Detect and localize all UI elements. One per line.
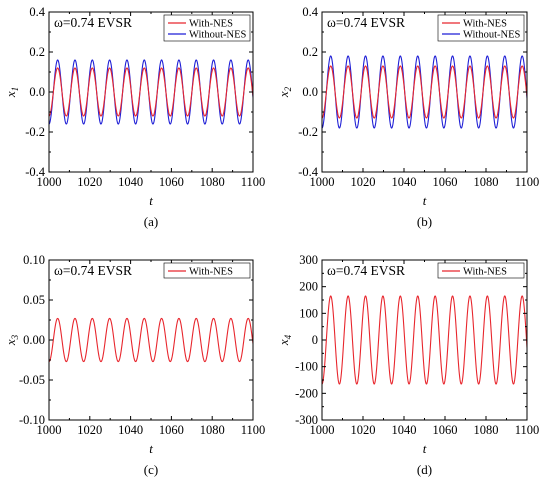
- y-tick-label: 0.2: [29, 45, 45, 59]
- x-axis-label: t: [149, 441, 153, 456]
- y-axis-label-main: x: [3, 339, 18, 346]
- legend-box: [163, 14, 251, 42]
- x-tick-label: 1040: [392, 423, 417, 437]
- legend-box: [437, 262, 525, 279]
- x-tick-label: 1000: [37, 423, 62, 437]
- x-axis-label: t: [149, 193, 153, 208]
- y-axis-label-subscript: 2: [283, 86, 293, 91]
- legend-label: With-NES: [189, 19, 233, 30]
- legend-label: With-NES: [189, 267, 233, 278]
- x-tick-label: 1000: [37, 175, 62, 189]
- y-tick-label: -0.2: [298, 125, 318, 139]
- y-tick-label: 0.05: [23, 293, 45, 307]
- y-tick-label: -0.4: [25, 165, 46, 179]
- x-tick-label: 1060: [159, 175, 184, 189]
- y-axis-label-subscript: 1: [10, 87, 20, 92]
- x-tick-label: 1040: [118, 175, 143, 189]
- chart-panel-4: 1000 1020 1040 1060 1080 11003002001000-100-2…: [276, 253, 539, 477]
- x-tick-label: 1080: [474, 175, 499, 189]
- y-tick-label: -0.10: [19, 413, 45, 427]
- x-tick-label: 1020: [77, 175, 102, 189]
- x-tick-label: 1020: [77, 423, 102, 437]
- y-tick-label: 0.00: [23, 333, 45, 347]
- legend-label: Without-NES: [463, 30, 520, 41]
- x-tick-label: 1060: [159, 423, 184, 437]
- legend-box: [437, 14, 525, 42]
- legend-label: With-NES: [463, 19, 507, 30]
- x-tick-label: 1100: [241, 175, 266, 189]
- y-axis-label: x2: [276, 86, 293, 98]
- y-tick-label: 0.0: [29, 85, 45, 99]
- x-tick-label: 1100: [515, 175, 540, 189]
- y-tick-label: -0.05: [19, 373, 45, 387]
- x-tick-label: 1020: [351, 423, 376, 437]
- y-axis-label: x3: [3, 334, 20, 346]
- x-tick-label: 1100: [515, 423, 540, 437]
- chart-annotation: ω=0.74 EVSR: [327, 15, 405, 30]
- x-tick-label: 1060: [433, 175, 458, 189]
- y-axis-label: x1: [3, 87, 20, 98]
- y-tick-label: 0: [312, 333, 318, 347]
- x-tick-label: 1000: [310, 423, 335, 437]
- legend-label: Without-NES: [189, 30, 246, 41]
- y-axis-label-main: x: [3, 91, 18, 98]
- y-tick-label: -300: [295, 413, 318, 427]
- series-line-with-nes: [49, 317, 253, 363]
- chart-annotation: ω=0.74 EVSR: [327, 263, 405, 278]
- y-axis-label-main: x: [276, 91, 291, 98]
- y-tick-label: 0.4: [29, 5, 45, 19]
- y-tick-label: -100: [295, 360, 318, 374]
- x-tick-label: 1020: [351, 175, 376, 189]
- y-axis-label-subscript: 3: [10, 334, 20, 340]
- y-tick-label: 100: [299, 306, 318, 320]
- x-tick-label: 1040: [118, 423, 143, 437]
- series-line-with-nes: [322, 295, 527, 385]
- y-axis-label-subscript: 4: [283, 334, 293, 339]
- x-axis-label: t: [423, 193, 427, 208]
- y-tick-label: -0.4: [298, 165, 319, 179]
- chart-panel-3: 1000 1020 1040 1060 1080 1100 0.10 0.05 0.00 -0.0…: [3, 253, 265, 477]
- y-tick-label: -200: [295, 386, 318, 400]
- x-tick-label: 1040: [392, 175, 417, 189]
- series-line-with-nes: [49, 67, 253, 117]
- y-tick-label: -0.2: [25, 125, 45, 139]
- x-tick-label: 1080: [200, 423, 225, 437]
- panel-caption: (d): [417, 462, 432, 477]
- x-tick-label: 1100: [241, 423, 266, 437]
- x-tick-label: 1060: [433, 423, 458, 437]
- panel-caption: (b): [417, 214, 432, 229]
- y-tick-label: 200: [299, 280, 318, 294]
- y-tick-label: 0.0: [302, 85, 318, 99]
- panel-caption: (a): [144, 214, 158, 229]
- chart-annotation: ω=0.74 EVSR: [54, 263, 132, 278]
- x-tick-label: 1080: [474, 423, 499, 437]
- y-tick-label: 300: [299, 253, 318, 267]
- y-tick-label: 0.10: [23, 253, 45, 267]
- chart-annotation: ω=0.74 EVSR: [54, 15, 132, 30]
- x-tick-label: 1080: [200, 175, 225, 189]
- chart-panel-1: 1000 1020 1040 1060 1080 1100 0.4 0.2 0.0 -0.2 -0.…: [3, 5, 265, 229]
- y-tick-label: 0.4: [302, 5, 318, 19]
- chart-panel-2: 1000 1020 1040 1060 1080 1100 0.4 0.2 0.0 -0.2 -0.…: [276, 5, 539, 229]
- series-line-with-nes: [322, 65, 527, 119]
- x-axis-label: t: [423, 441, 427, 456]
- y-axis-label-main: x: [276, 339, 291, 346]
- panel-caption: (c): [144, 462, 158, 477]
- x-tick-label: 1000: [310, 175, 335, 189]
- legend-label: With-NES: [463, 267, 507, 278]
- y-axis-label: x4: [276, 334, 293, 346]
- y-tick-label: 0.2: [302, 45, 318, 59]
- legend-box: [163, 262, 251, 279]
